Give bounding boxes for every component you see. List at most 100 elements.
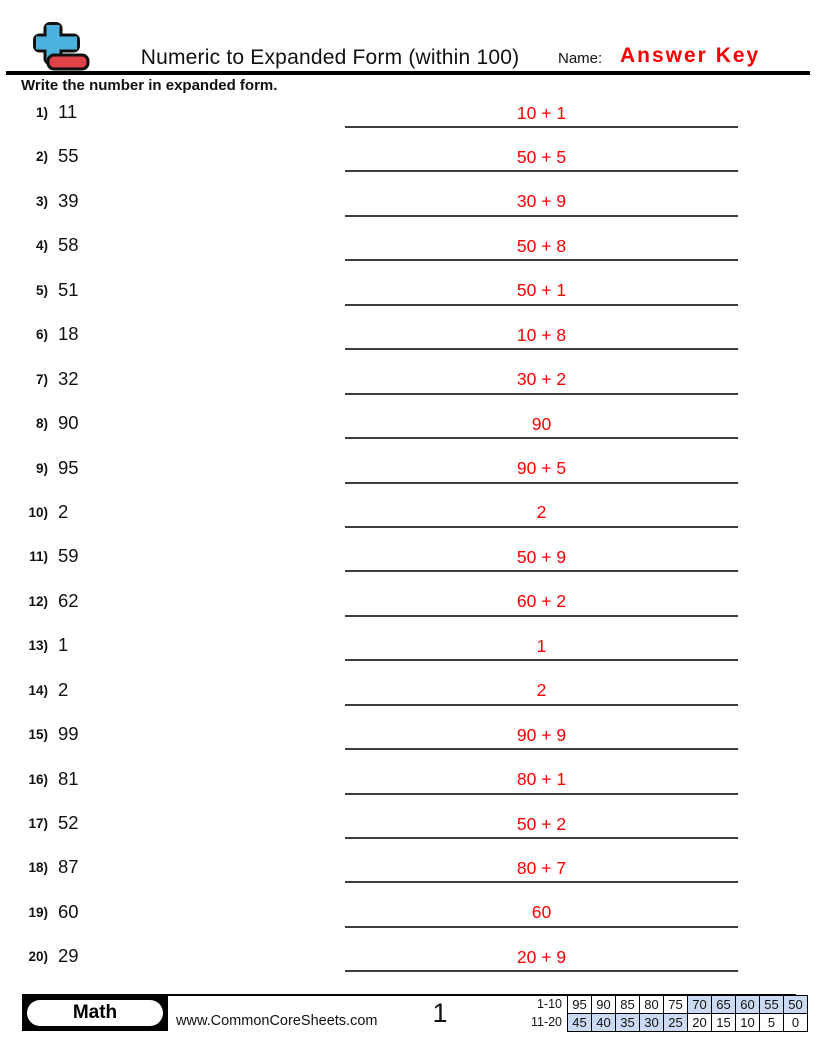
answer-blank-line: 50 + 1: [345, 274, 738, 306]
score-row: 11-20 45 40 35 30 25 20 15 10 5 0: [521, 1013, 808, 1032]
problem-value: 90: [58, 412, 79, 434]
problem-row: 8) 90 90: [0, 407, 816, 451]
answer-blank-line: 80 + 1: [345, 763, 738, 795]
answer-text: 2: [536, 502, 547, 523]
website-link[interactable]: www.CommonCoreSheets.com: [176, 1013, 378, 1029]
problem-row: 10) 2 2: [0, 496, 816, 540]
score-cell: 50: [783, 995, 808, 1014]
answer-text: 10 + 1: [516, 102, 567, 123]
instruction-text: Write the number in expanded form.: [21, 77, 278, 94]
answer-text: 60: [531, 902, 552, 923]
problem-row: 6) 18 10 + 8: [0, 318, 816, 362]
answer-text: 10 + 8: [516, 324, 567, 345]
problem-row: 20) 29 20 + 9: [0, 940, 816, 984]
problem-number: 11): [29, 549, 48, 565]
answer-blank-line: 80 + 7: [345, 851, 738, 884]
grading-score-table: 1-10 95 90 85 80 75 70 65 60 55 50 11-20 45 40 35 30 25 2…: [521, 995, 808, 1032]
score-cell: 10: [735, 1013, 760, 1032]
problem-number: 5): [35, 282, 48, 298]
answer-text: 30 + 2: [516, 369, 567, 390]
subject-badge: Math: [22, 995, 168, 1031]
answer-text: 50 + 1: [516, 280, 567, 301]
problem-number: 19): [28, 904, 48, 920]
answer-blank-line: 50 + 8: [345, 229, 738, 262]
name-label: Name:: [558, 50, 603, 67]
plus-minus-logo-icon: [33, 22, 90, 71]
score-cell: 15: [711, 1013, 736, 1032]
answer-blank-line: 60 + 2: [345, 585, 738, 617]
answer-blank-line: 10 + 8: [345, 318, 738, 351]
answer-text: 50 + 5: [516, 146, 567, 167]
answer-text: 80 + 1: [516, 769, 567, 790]
problem-number: 10): [28, 504, 48, 520]
problem-value: 29: [58, 945, 79, 967]
subject-label: Math: [27, 1000, 163, 1026]
answer-blank-line: 20 + 9: [345, 940, 738, 973]
answer-blank-line: 50 + 9: [345, 540, 738, 573]
score-row: 1-10 95 90 85 80 75 70 65 60 55 50: [521, 995, 808, 1014]
problem-value: 2: [58, 500, 69, 522]
answer-blank-line: 50 + 2: [345, 807, 738, 839]
score-cell: 20: [687, 1013, 712, 1032]
score-cell: 55: [759, 995, 784, 1014]
score-range-label: 1-10: [536, 997, 562, 1012]
footer-rule: [22, 994, 796, 996]
score-cell: 90: [591, 995, 616, 1014]
problem-number: 13): [28, 638, 48, 654]
problem-value: 62: [58, 589, 79, 611]
problem-value: 51: [58, 278, 79, 300]
problem-row: 13) 1 1: [0, 629, 816, 673]
score-cell: 75: [663, 995, 688, 1014]
page-title: Numeric to Expanded Form (within 100): [140, 46, 520, 69]
problem-value: 99: [58, 723, 79, 745]
problems-list: 1) 11 10 + 1 2) 55 50 + 5 3) 39 30 + 9 4…: [0, 96, 816, 985]
problem-value: 11: [58, 101, 78, 122]
answer-blank-line: 30 + 2: [345, 363, 738, 395]
problem-row: 1) 11 10 + 1: [0, 96, 816, 140]
problem-value: 87: [58, 856, 79, 878]
problem-row: 5) 51 50 + 1: [0, 274, 816, 318]
score-cell: 0: [783, 1013, 808, 1032]
problem-number: 12): [28, 593, 48, 609]
score-cell: 5: [759, 1013, 784, 1032]
problem-number: 15): [28, 727, 48, 743]
problem-row: 3) 39 30 + 9: [0, 185, 816, 229]
problem-number: 20): [28, 949, 48, 965]
score-cell: 85: [615, 995, 640, 1014]
answer-text: 90: [531, 413, 552, 434]
problem-row: 2) 55 50 + 5: [0, 140, 816, 184]
problem-number: 3): [35, 193, 48, 209]
answer-blank-line: 2: [345, 674, 738, 706]
problem-row: 15) 99 90 + 9: [0, 718, 816, 762]
answer-text: 50 + 8: [516, 235, 567, 256]
problem-value: 52: [58, 812, 79, 833]
answer-text: 80 + 7: [516, 857, 567, 878]
answer-text: 90 + 9: [516, 724, 567, 745]
problem-row: 12) 62 60 + 2: [0, 585, 816, 629]
answer-blank-line: 60: [345, 896, 738, 928]
problem-number: 1): [35, 105, 48, 120]
problem-number: 6): [35, 327, 48, 343]
problem-number: 16): [28, 771, 48, 787]
answer-text: 20 + 9: [516, 946, 567, 967]
answer-blank-line: 50 + 5: [345, 140, 738, 173]
answer-blank-line: 30 + 9: [345, 185, 738, 217]
score-cell: 35: [615, 1013, 640, 1032]
score-range-label: 11-20: [530, 1015, 562, 1030]
page-number: 1: [432, 998, 448, 1028]
problem-value: 39: [58, 189, 79, 211]
problem-number: 4): [35, 238, 48, 254]
problem-number: 9): [35, 460, 48, 476]
problem-row: 17) 52 50 + 2: [0, 807, 816, 851]
score-cell: 60: [735, 995, 760, 1014]
problem-row: 19) 60 60: [0, 896, 816, 940]
problem-row: 16) 81 80 + 1: [0, 763, 816, 807]
problem-value: 55: [58, 145, 79, 167]
answer-blank-line: 90 + 9: [345, 718, 738, 751]
answer-key-label: Answer Key: [620, 44, 761, 67]
problem-number: 8): [35, 416, 48, 432]
problem-number: 7): [35, 371, 48, 387]
problem-number: 14): [28, 682, 48, 698]
problem-value: 95: [58, 456, 79, 478]
problem-value: 58: [58, 234, 79, 256]
